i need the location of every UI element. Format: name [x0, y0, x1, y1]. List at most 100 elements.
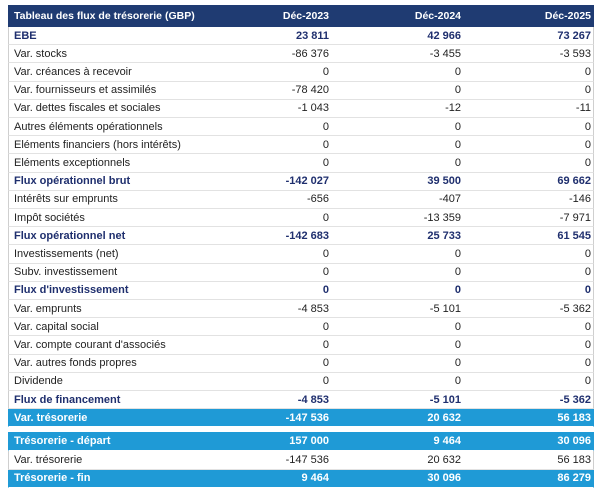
cell-value: 0: [322, 320, 329, 333]
cell-value: -142 683: [285, 229, 329, 242]
table-row: Flux d'investissement 0 0 0: [8, 281, 594, 300]
cell-value: 0: [584, 247, 591, 260]
cell-value: 0: [584, 120, 591, 133]
row-label: Flux opérationnel brut: [14, 175, 131, 188]
cell-value: 30 096: [427, 472, 461, 485]
table-row: EBE 23 811 42 966 73 267: [8, 27, 594, 46]
row-label: Eléments financiers (hors intérêts): [14, 138, 181, 151]
table-row: Subv. investissement 0 0 0: [8, 263, 594, 282]
table-row: Autres éléments opérationnels 0 0 0: [8, 118, 594, 137]
cell-value: 0: [454, 357, 461, 370]
cell-value: -13 359: [423, 211, 461, 224]
cell-value: 0: [454, 338, 461, 351]
cell-value: 0: [584, 375, 591, 388]
cell-value: -3 593: [559, 47, 591, 60]
table-row: Var. capital social 0 0 0: [8, 318, 594, 337]
table-row: Var. stocks -86 376 -3 455 -3 593: [8, 45, 594, 64]
cell-value: 0: [322, 338, 329, 351]
table-row: Var. autres fonds propres 0 0 0: [8, 354, 594, 373]
cell-value: 73 267: [557, 29, 591, 42]
table-row: Var. dettes fiscales et sociales -1 043 -1…: [8, 99, 594, 118]
cell-value: -1 043: [297, 102, 329, 115]
header-row: Tableau des flux de trésorerie (GBP) Déc-…: [8, 5, 594, 27]
cell-value: 20 632: [427, 411, 461, 424]
row-label: Var. trésorerie: [14, 411, 88, 424]
cell-value: 69 662: [557, 175, 591, 188]
table-row: Flux de financement -4 853 -5 101 -5 362: [8, 391, 594, 410]
table-row: Intérêts sur emprunts -656 -407 -146: [8, 190, 594, 209]
cell-value: 39 500: [427, 175, 461, 188]
cell-value: -7 971: [559, 211, 591, 224]
summary-row: Trésorerie - départ 157 000 9 464 30 096: [8, 432, 594, 451]
table-row: Flux opérationnel brut -142 027 39 500 69 6…: [8, 172, 594, 191]
cell-value: 0: [454, 284, 461, 297]
cell-value: -146: [568, 193, 591, 206]
summary-row: Trésorerie - fin 9 464 30 096 86 279: [8, 469, 594, 489]
cell-value: 0: [584, 65, 591, 78]
cell-value: 56 183: [557, 453, 591, 466]
cell-value: 9 464: [433, 435, 461, 448]
cell-value: 56 183: [557, 411, 591, 424]
row-label: Intérêts sur emprunts: [14, 193, 118, 206]
cell-value: -4 853: [297, 302, 329, 315]
cell-value: 0: [454, 120, 461, 133]
row-label: Investissements (net): [14, 247, 119, 260]
row-label: Impôt sociétés: [14, 211, 85, 224]
table-row: Eléments exceptionnels 0 0 0: [8, 154, 594, 173]
row-label: Dividende: [14, 375, 63, 388]
row-label: Var. créances à recevoir: [14, 65, 132, 78]
cell-value: 0: [322, 211, 329, 224]
cell-value: -78 420: [291, 84, 329, 97]
cell-value: 0: [584, 320, 591, 333]
cell-value: 0: [584, 338, 591, 351]
cell-value: 0: [584, 266, 591, 279]
cell-value: 0: [322, 65, 329, 78]
table-row: Investissements (net) 0 0 0: [8, 245, 594, 264]
cell-value: 0: [322, 138, 329, 151]
cell-value: Déc-2023: [282, 9, 329, 22]
row-label: Var. capital social: [14, 320, 99, 333]
cell-value: -407: [438, 193, 461, 206]
table-row: Eléments financiers (hors intérêts) 0 0 0: [8, 136, 594, 155]
summary-row: Var. trésorerie -147 536 20 632 56 183: [8, 451, 594, 470]
cell-value: 30 096: [557, 435, 591, 448]
cell-value: 0: [454, 320, 461, 333]
cell-value: 0: [454, 156, 461, 169]
cell-value: 157 000: [289, 435, 329, 448]
row-label: Var. dettes fiscales et sociales: [14, 102, 161, 115]
cell-value: -142 027: [285, 175, 329, 188]
cell-value: -5 362: [559, 302, 591, 315]
cell-value: 0: [454, 266, 461, 279]
cell-value: -4 853: [297, 393, 329, 406]
cell-value: 0: [454, 65, 461, 78]
cell-value: -5 101: [429, 393, 461, 406]
table-row: Var. emprunts -4 853 -5 101 -5 362: [8, 300, 594, 319]
cell-value: 0: [322, 120, 329, 133]
row-label: Var. fournisseurs et assimilés: [14, 84, 157, 97]
cell-value: -5 101: [429, 302, 461, 315]
row-label: Var. stocks: [14, 47, 67, 60]
row-label: Tableau des flux de trésorerie (GBP): [14, 9, 195, 22]
cell-value: 9 464: [301, 472, 329, 485]
cell-value: 86 279: [557, 472, 591, 485]
cell-value: 0: [322, 247, 329, 260]
row-label: Subv. investissement: [14, 266, 118, 279]
cell-value: -147 536: [285, 411, 329, 424]
cell-value: -147 536: [285, 453, 329, 466]
cell-value: Déc-2025: [544, 9, 591, 22]
row-label: EBE: [14, 29, 37, 42]
table-row: Var. compte courant d'associés 0 0 0: [8, 336, 594, 355]
cell-value: 0: [454, 84, 461, 97]
cell-value: 0: [454, 247, 461, 260]
cell-value: 0: [584, 156, 591, 169]
cell-value: -5 362: [559, 393, 591, 406]
cell-value: 0: [454, 138, 461, 151]
row-label: Trésorerie - fin: [14, 472, 91, 485]
cell-value: 0: [322, 266, 329, 279]
table-row: Var. créances à recevoir 0 0 0: [8, 63, 594, 82]
cell-value: -3 455: [429, 47, 461, 60]
cell-value: 0: [584, 84, 591, 97]
row-label: Var. emprunts: [14, 302, 82, 315]
row-label: Var. compte courant d'associés: [14, 338, 166, 351]
